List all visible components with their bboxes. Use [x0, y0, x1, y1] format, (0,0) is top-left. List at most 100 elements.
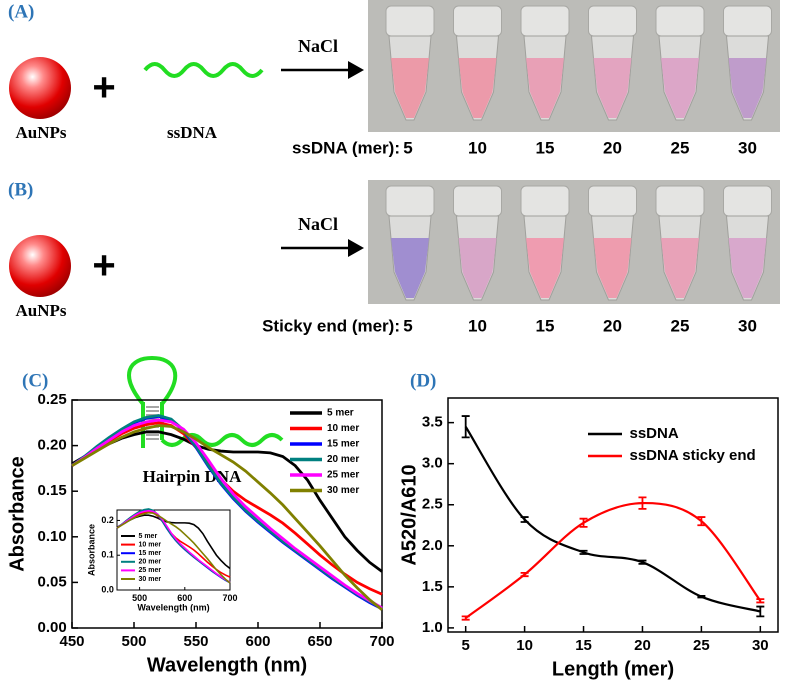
tube-cap [385, 5, 435, 37]
legend-label: 30 mer [327, 485, 359, 496]
reagent-label: NaCl [298, 214, 338, 234]
x-axis-label: Length (mer) [552, 658, 674, 680]
tube-liquid [458, 238, 497, 298]
error-bar [520, 516, 529, 523]
series-line [71, 414, 383, 610]
legend-label: ssDNA [630, 425, 679, 442]
error-bar [756, 598, 765, 604]
inset-y-label: Absorbance [86, 524, 96, 576]
x-tick-label: 450 [59, 633, 84, 650]
legend-label: 20 mer [327, 454, 359, 465]
legend-label: ssDNA sticky end [630, 447, 756, 464]
arrow-head [348, 239, 364, 257]
legend-label: 5 mer [139, 533, 158, 540]
y-tick-label: 1.5 [422, 578, 443, 595]
length-label: 25 [671, 138, 690, 157]
tube-liquid [526, 58, 564, 118]
y-axis-label: Absorbance [6, 456, 28, 572]
tube-cap [588, 185, 637, 217]
length-label: 5 [403, 138, 412, 157]
y-tick-label: 0.05 [38, 573, 67, 590]
legend-label: 30 mer [139, 576, 162, 583]
dna-label: Hairpin DNA [143, 467, 242, 486]
length-label: 30 [738, 138, 757, 157]
tube-liquid [593, 238, 632, 298]
x-tick-label: 600 [245, 633, 270, 650]
tube-liquid [391, 238, 429, 298]
tube-cap [588, 5, 637, 37]
tube-liquid [458, 58, 497, 118]
length-label: 20 [603, 138, 622, 157]
tube-cap [723, 5, 772, 37]
length-caption: Sticky end (mer): [262, 316, 400, 335]
error-bar [461, 415, 470, 439]
x-tick-label: 500 [121, 633, 146, 650]
tube-cap [655, 5, 705, 37]
tube-cap [453, 185, 502, 217]
series-line [71, 418, 383, 610]
series-line [71, 424, 383, 611]
tube-cap [520, 5, 570, 37]
error-bar [461, 615, 470, 621]
tube-cap [385, 185, 435, 217]
series-line [116, 509, 231, 584]
plus-sign: + [92, 66, 115, 110]
length-label: 5 [403, 316, 412, 335]
hairpin-loop [127, 355, 177, 406]
plus-sign: + [92, 244, 115, 288]
legend-label: 10 mer [327, 423, 359, 434]
y-tick-label: 2.0 [422, 537, 443, 554]
tube-cap [723, 185, 772, 217]
x-tick-label: 700 [222, 593, 237, 603]
error-bar [579, 549, 588, 555]
y-tick-label: 0.20 [38, 437, 67, 454]
tube-liquid [526, 238, 564, 298]
length-label: 15 [536, 316, 555, 335]
series-line [465, 501, 762, 619]
length-label: 15 [536, 138, 555, 157]
x-tick-label: 25 [693, 637, 710, 654]
legend-label: 5 mer [327, 408, 354, 419]
y-tick-label: 0.15 [38, 482, 67, 499]
error-bar [520, 571, 529, 578]
x-tick-label: 700 [369, 633, 394, 650]
legend-label: 20 mer [139, 559, 162, 566]
y-tick-label: 0.00 [38, 619, 67, 636]
tube-photo [368, 0, 780, 132]
error-bar [756, 605, 765, 618]
length-label: 10 [468, 316, 487, 335]
length-label: 10 [468, 138, 487, 157]
x-tick-label: 650 [307, 633, 332, 650]
length-label: 30 [738, 316, 757, 335]
tube-liquid [391, 58, 429, 118]
y-tick-label: 0.0 [101, 584, 114, 594]
tube-liquid [728, 58, 767, 118]
error-bar [579, 517, 588, 528]
legend-label: 10 mer [139, 541, 162, 548]
panel-label: (B) [8, 179, 33, 200]
y-tick-label: 3.5 [422, 414, 443, 431]
x-axis-label: Wavelength (nm) [147, 654, 307, 676]
particle-label: AuNPs [15, 301, 66, 320]
tube-cap [453, 5, 502, 37]
x-tick-label: 600 [177, 593, 192, 603]
y-axis-label: A520/A610 [398, 464, 420, 565]
gold-nanoparticle [9, 235, 71, 297]
y-tick-label: 0.1 [101, 550, 114, 560]
x-tick-label: 30 [752, 637, 769, 654]
panel-label: (A) [8, 1, 34, 22]
error-bar [638, 496, 647, 510]
error-bar [697, 594, 706, 599]
x-tick-label: 550 [183, 633, 208, 650]
legend-label: 15 mer [327, 439, 359, 450]
y-tick-label: 0.2 [101, 515, 114, 525]
x-tick-label: 5 [462, 637, 470, 654]
y-tick-label: 3.0 [422, 455, 443, 472]
panel-label: (D) [410, 370, 436, 391]
y-tick-label: 1.0 [422, 619, 443, 636]
series-line [116, 511, 231, 584]
tube-photo [368, 180, 780, 304]
gold-nanoparticle [9, 57, 71, 119]
tube-liquid [728, 238, 767, 298]
